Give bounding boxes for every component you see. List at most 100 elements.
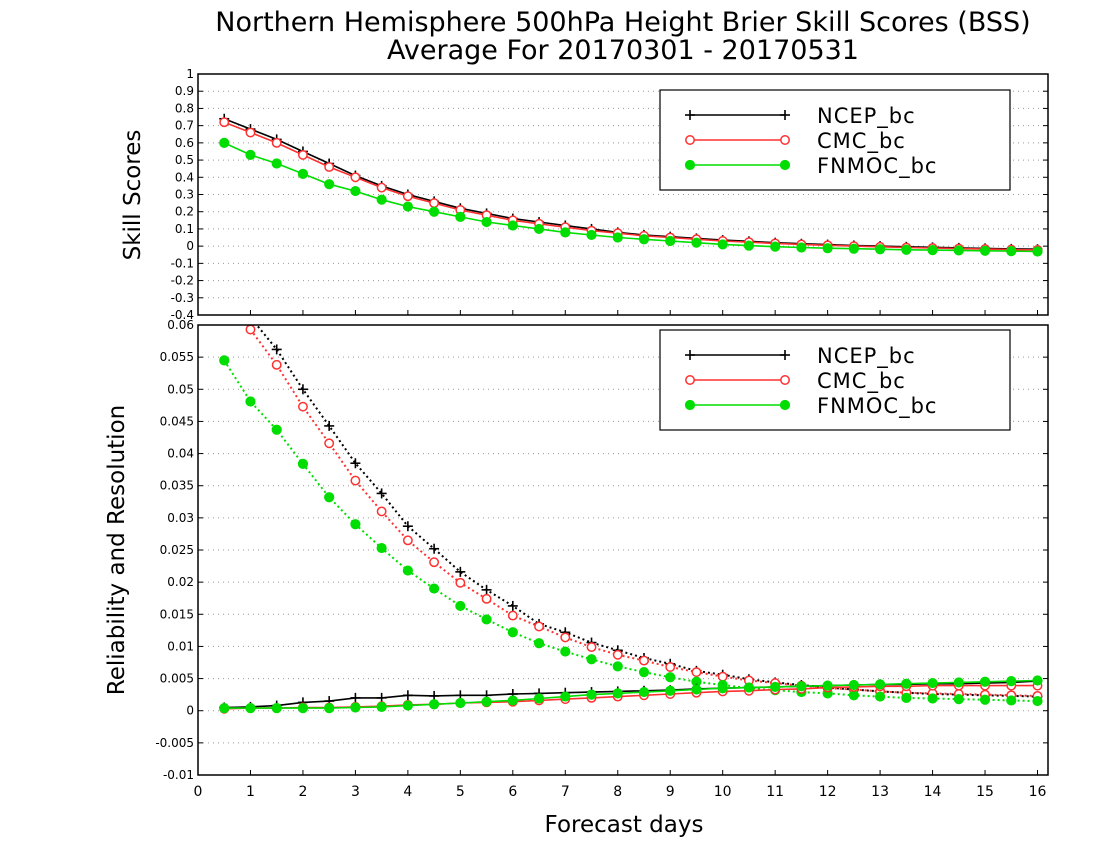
legend-label-ncep_bc: NCEP_bc bbox=[817, 344, 916, 369]
bottom-ytick-label: -0.01 bbox=[163, 768, 194, 782]
fnmoc_bc-reliability-point bbox=[350, 519, 361, 530]
fnmoc_bc-reliability-point bbox=[927, 693, 938, 704]
fnmoc_bc-reliability-point bbox=[1006, 695, 1017, 706]
fnmoc_bc-resolution-point bbox=[1032, 675, 1043, 686]
fnmoc_bc-resolution-point bbox=[219, 703, 230, 714]
cmc_bc-skill-point bbox=[350, 172, 361, 183]
fnmoc_bc-resolution-point bbox=[953, 677, 964, 688]
legend-label-fnmoc_bc: FNMOC_bc bbox=[817, 154, 937, 179]
cmc_bc-skill-point bbox=[402, 191, 413, 202]
cmc_bc-reliability-point bbox=[612, 649, 623, 660]
fnmoc_bc-resolution-point bbox=[691, 684, 702, 695]
cmc_bc-reliability-point bbox=[324, 438, 335, 449]
cmc_bc-reliability-point bbox=[586, 642, 597, 653]
fnmoc_bc-resolution-point bbox=[717, 683, 728, 694]
fnmoc_bc-reliability-point bbox=[1032, 695, 1043, 707]
xtick-label: 10 bbox=[714, 784, 732, 800]
xtick-label: 9 bbox=[666, 784, 675, 800]
cmc_bc-reliability-point bbox=[481, 593, 492, 604]
cmc_bc-reliability-point bbox=[245, 325, 256, 335]
fnmoc_bc-reliability-point bbox=[586, 654, 597, 665]
top-ytick-label: 0.2 bbox=[175, 205, 194, 219]
fnmoc_bc-reliability-point bbox=[953, 694, 964, 705]
bottom-ytick-label: 0.055 bbox=[160, 350, 194, 364]
cmc_bc-skill-point bbox=[219, 117, 230, 128]
bottom-ytick-label: 0.04 bbox=[167, 447, 194, 461]
fnmoc_bc-reliability-point bbox=[376, 542, 387, 554]
fnmoc_bc-reliability-point bbox=[219, 355, 230, 366]
legend-label-fnmoc_bc: FNMOC_bc bbox=[817, 394, 937, 419]
fnmoc_bc-reliability-point bbox=[848, 690, 859, 701]
xtick-label: 1 bbox=[246, 784, 255, 800]
fnmoc_bc-reliability-point bbox=[481, 614, 492, 625]
legend-marker-fnmoc_bc bbox=[684, 159, 696, 171]
fnmoc_bc-resolution-point bbox=[822, 680, 833, 691]
fnmoc_bc-resolution-point bbox=[612, 688, 623, 699]
cmc_bc-skill-point bbox=[376, 182, 387, 193]
fnmoc_bc-resolution-point bbox=[979, 676, 991, 687]
xtick-label: 0 bbox=[194, 784, 203, 800]
fnmoc_bc-reliability-point bbox=[874, 691, 886, 702]
legend-marker-cmc_bc bbox=[780, 375, 790, 385]
bottom-ytick-label: 0.01 bbox=[167, 639, 194, 653]
fnmoc_bc-resolution-point bbox=[638, 686, 650, 698]
top-ytick-label: 0.9 bbox=[175, 84, 194, 98]
fnmoc_bc-skill-point bbox=[979, 245, 991, 256]
fnmoc_bc-skill-point bbox=[953, 245, 964, 256]
fnmoc_bc-resolution-point bbox=[481, 696, 492, 707]
fnmoc_bc-resolution-point bbox=[901, 678, 912, 689]
cmc_bc-reliability-point bbox=[717, 671, 728, 682]
cmc_bc-reliability-point bbox=[665, 662, 676, 672]
legend-marker-fnmoc_bc bbox=[779, 159, 791, 171]
fnmoc_bc-resolution-point bbox=[927, 677, 938, 689]
cmc_bc-reliability-point bbox=[429, 557, 440, 568]
top-ytick-label: -0.1 bbox=[171, 256, 194, 270]
top-ytick-label: -0.4 bbox=[171, 308, 194, 322]
x-axis-label: Forecast days bbox=[545, 812, 704, 838]
cmc_bc-skill-point bbox=[245, 127, 256, 138]
bottom-ytick-label: 0.045 bbox=[160, 414, 194, 428]
cmc_bc-skill-point bbox=[429, 198, 440, 209]
xtick-label: 5 bbox=[456, 784, 465, 800]
bottom-plot-area bbox=[219, 325, 1043, 714]
xtick-label: 16 bbox=[1029, 784, 1047, 800]
top-ytick-label: 0.3 bbox=[175, 188, 194, 202]
xtick-label: 12 bbox=[819, 784, 837, 800]
cmc_bc-reliability-point bbox=[297, 401, 308, 412]
fnmoc_bc-resolution-point bbox=[507, 695, 518, 706]
bottom-ytick-label: 0.005 bbox=[160, 672, 194, 686]
cmc_bc-reliability-point bbox=[455, 577, 466, 588]
fnmoc_bc-resolution-point bbox=[245, 703, 256, 714]
bottom-ytick-label: 0.03 bbox=[167, 511, 194, 525]
cmc_bc-reliability-point bbox=[534, 621, 544, 632]
fnmoc_bc-resolution-point bbox=[402, 700, 413, 711]
fnmoc_bc-resolution-point bbox=[376, 701, 387, 712]
fnmoc_bc-skill-point bbox=[665, 235, 676, 247]
bottom-ytick-label: -0.005 bbox=[155, 736, 194, 750]
xtick-label: 6 bbox=[508, 784, 517, 800]
fnmoc_bc-skill-point bbox=[533, 223, 545, 235]
cmc_bc-reliability-point bbox=[271, 359, 282, 370]
fnmoc_bc-reliability-point bbox=[901, 692, 912, 703]
fnmoc_bc-skill-point bbox=[1032, 246, 1043, 257]
fnmoc_bc-resolution-point bbox=[586, 689, 597, 700]
fnmoc_bc-skill-point bbox=[376, 194, 387, 205]
top-ytick-label: 0.7 bbox=[175, 119, 194, 133]
fnmoc_bc-skill-point bbox=[612, 232, 623, 243]
fnmoc_bc-reliability-point bbox=[455, 600, 466, 612]
cmc_bc-reliability-point bbox=[639, 655, 649, 666]
bottom-ytick-label: 0.015 bbox=[160, 607, 194, 621]
xtick-label: 15 bbox=[976, 784, 994, 800]
fnmoc_bc-skill-point bbox=[770, 241, 781, 252]
xtick-label: 2 bbox=[298, 784, 307, 800]
cmc_bc-reliability-point bbox=[507, 610, 518, 621]
fnmoc_bc-resolution-point bbox=[848, 679, 859, 691]
bottom-ytick-label: 0.035 bbox=[160, 479, 194, 493]
fnmoc_bc-resolution-point bbox=[297, 703, 309, 714]
fnmoc_bc-resolution-point bbox=[271, 703, 282, 714]
fnmoc_bc-reliability-point bbox=[638, 667, 650, 678]
fnmoc_bc-reliability-point bbox=[612, 661, 623, 672]
fnmoc_bc-skill-point bbox=[1006, 246, 1017, 257]
legend-marker-cmc_bc bbox=[685, 375, 695, 385]
fnmoc_bc-reliability-point bbox=[402, 565, 413, 576]
